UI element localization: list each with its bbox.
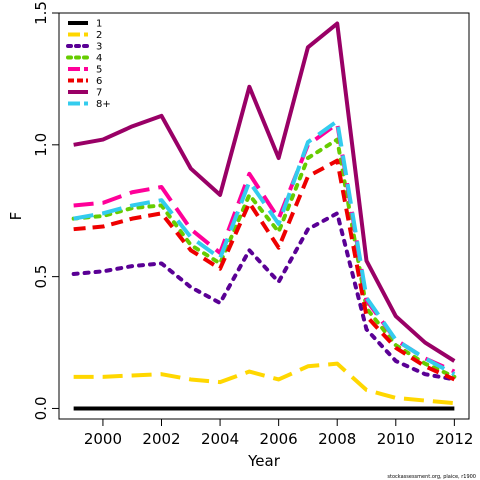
legend-label: 7: [96, 88, 102, 99]
y-tick-label: 0.5: [32, 265, 50, 289]
legend-label: 8+: [96, 99, 111, 110]
legend-label: 6: [96, 76, 102, 87]
series-line-2: [73, 361, 455, 406]
x-tick-label: 2002: [142, 430, 180, 448]
y-axis: 0.0 0.5 1.0 1.5: [32, 1, 59, 420]
legend-label: 2: [96, 30, 102, 41]
x-tick-label: 2010: [377, 430, 415, 448]
x-axis: 2000 2002 2004 2006 2008 2010 2012: [84, 419, 473, 448]
y-tick-label: 0.0: [32, 397, 50, 421]
series-line-8plus: [73, 119, 456, 376]
y-axis-label: F: [7, 212, 25, 221]
series-line-6: [73, 158, 456, 382]
series-line-4: [71, 137, 457, 379]
x-tick-label: 2004: [201, 430, 239, 448]
x-tick-label: 2000: [84, 430, 122, 448]
series-line-3: [71, 211, 457, 382]
credit-text: stockassessment.org, plaice, r1900: [387, 474, 476, 480]
plot-frame: [58, 12, 470, 420]
legend-label: 1: [96, 19, 102, 30]
x-tick-label: 2006: [260, 430, 298, 448]
x-tick-label: 2012: [435, 430, 473, 448]
x-tick-label: 2008: [318, 430, 356, 448]
legend-label: 5: [96, 65, 102, 76]
legend-label: 4: [96, 53, 102, 64]
y-tick-label: 1.5: [32, 1, 50, 25]
legend-label: 3: [96, 42, 102, 53]
y-tick-label: 1.0: [32, 133, 50, 157]
x-axis-label: Year: [247, 452, 281, 470]
series-line-7: [73, 21, 456, 363]
series-line-5: [73, 121, 456, 374]
series-layer: [71, 21, 457, 411]
